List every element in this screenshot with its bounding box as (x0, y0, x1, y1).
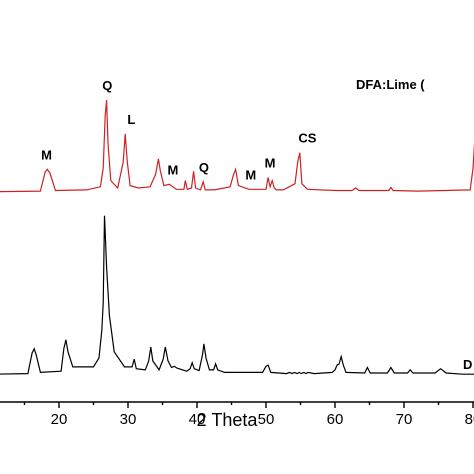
x-tick-label: 40 (189, 411, 206, 428)
series-label-d: D (463, 357, 472, 372)
x-axis-label: 2 Theta (197, 410, 259, 430)
series-label-dfa-lime: DFA:Lime ( (356, 77, 425, 92)
series-line-0 (0, 99, 474, 193)
x-tick-label: 50 (258, 411, 275, 428)
peak-label: M (265, 156, 276, 171)
peak-label: M (41, 147, 52, 162)
x-tick-label: 30 (120, 411, 137, 428)
x-tick-label: 20 (51, 411, 68, 428)
peak-label: Q (102, 78, 112, 93)
peak-label: Q (199, 160, 209, 175)
series-line-1 (0, 215, 474, 375)
x-axis: 20 30 40 50 60 70 80 (0, 401, 474, 428)
series-layer (0, 99, 474, 375)
x-tick-label: 80 (465, 411, 474, 428)
peak-label: CS (298, 131, 316, 146)
x-tick-label: 60 (327, 411, 344, 428)
peak-label: M (167, 162, 178, 177)
x-tick-label: 70 (396, 411, 413, 428)
peak-label: M (245, 167, 256, 182)
peak-label: L (127, 112, 135, 127)
